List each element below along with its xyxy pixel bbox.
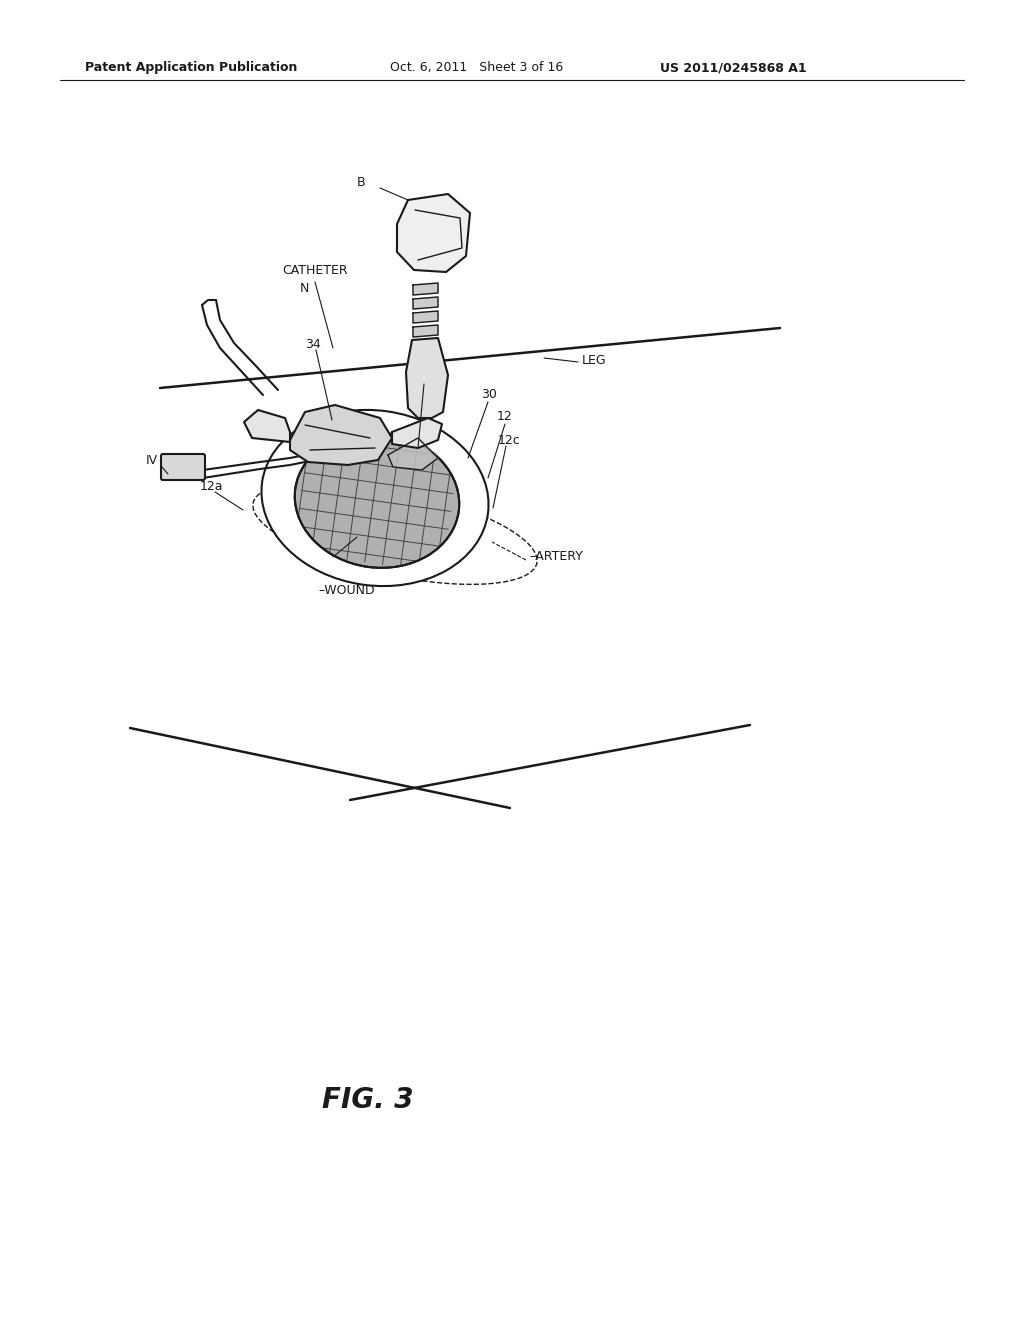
- Text: IV: IV: [146, 454, 158, 466]
- Text: B: B: [357, 176, 366, 189]
- Text: FIG. 3: FIG. 3: [323, 1086, 414, 1114]
- Text: –WOUND: –WOUND: [318, 583, 375, 597]
- Text: Patent Application Publication: Patent Application Publication: [85, 62, 297, 74]
- Polygon shape: [397, 194, 470, 272]
- Text: Oct. 6, 2011   Sheet 3 of 16: Oct. 6, 2011 Sheet 3 of 16: [390, 62, 563, 74]
- Ellipse shape: [261, 411, 488, 586]
- Text: 32: 32: [318, 556, 334, 569]
- Text: CATHETER: CATHETER: [282, 264, 347, 276]
- Polygon shape: [392, 418, 442, 447]
- Polygon shape: [290, 405, 392, 465]
- Text: 12c: 12c: [498, 433, 521, 446]
- Ellipse shape: [295, 432, 459, 568]
- Text: 12: 12: [497, 411, 513, 424]
- Polygon shape: [413, 325, 438, 337]
- Polygon shape: [413, 282, 438, 294]
- Text: 34: 34: [305, 338, 321, 351]
- Polygon shape: [244, 411, 290, 442]
- Text: LEG: LEG: [582, 354, 606, 367]
- Text: N: N: [300, 281, 309, 294]
- Text: 30: 30: [481, 388, 497, 401]
- FancyBboxPatch shape: [161, 454, 205, 480]
- Text: US 2011/0245868 A1: US 2011/0245868 A1: [660, 62, 807, 74]
- Polygon shape: [406, 338, 449, 418]
- Polygon shape: [388, 438, 438, 470]
- Text: 36: 36: [417, 371, 433, 384]
- Polygon shape: [413, 312, 438, 323]
- Text: 12a: 12a: [200, 479, 223, 492]
- Text: –ARTERY: –ARTERY: [529, 550, 583, 564]
- Polygon shape: [413, 297, 438, 309]
